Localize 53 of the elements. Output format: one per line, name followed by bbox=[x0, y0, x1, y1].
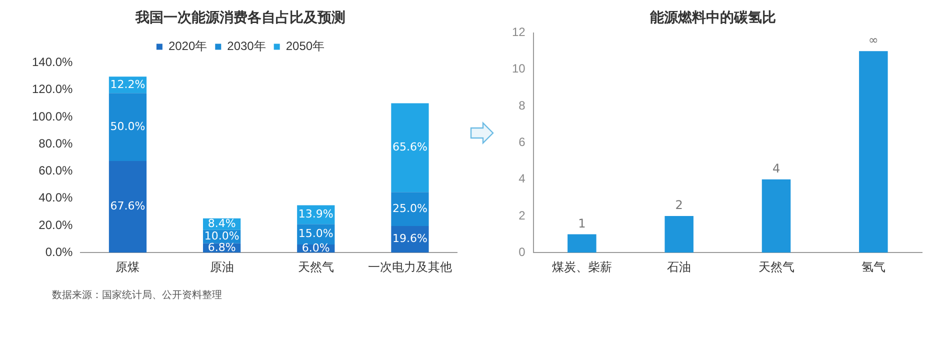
bar bbox=[391, 103, 429, 192]
bar bbox=[108, 160, 147, 253]
legend-label: 2050年 bbox=[286, 39, 325, 54]
bar bbox=[762, 179, 791, 253]
y-tick-label: 6 bbox=[518, 135, 526, 150]
x-tick-label: 石油 bbox=[667, 260, 692, 274]
data-label: 1 bbox=[578, 216, 586, 230]
source-note: 数据来源：国家统计局、公开资料整理 bbox=[52, 288, 222, 302]
y-tick-label: 100.0% bbox=[32, 109, 74, 124]
y-tick-label: 140.0% bbox=[32, 55, 74, 70]
x-tick-label: 原煤 bbox=[116, 260, 140, 274]
data-label: 6.8% bbox=[208, 240, 236, 254]
data-label: ∞ bbox=[868, 33, 878, 48]
bar bbox=[108, 93, 147, 161]
data-label: 10.0% bbox=[204, 229, 240, 242]
data-label: 8.4% bbox=[208, 216, 236, 230]
bar bbox=[568, 234, 596, 253]
y-tick-label: 2 bbox=[518, 208, 526, 222]
x-tick-label: 煤炭、柴薪 bbox=[552, 260, 612, 274]
x-tick-label: 一次电力及其他 bbox=[368, 260, 452, 274]
x-tick-label: 天然气 bbox=[758, 260, 794, 274]
y-tick-label: 8 bbox=[518, 98, 526, 112]
y-tick-label: 120.0% bbox=[32, 82, 74, 96]
data-label: 13.9% bbox=[298, 208, 334, 221]
x-tick-label: 氢气 bbox=[861, 260, 886, 274]
data-label: 6.0% bbox=[302, 241, 330, 254]
x-tick-label: 原油 bbox=[210, 260, 234, 274]
legend-label: 2030年 bbox=[227, 39, 266, 54]
chart-title: 能源燃料中的碳氢比 bbox=[650, 10, 776, 26]
data-label: 19.6% bbox=[392, 232, 428, 246]
bar bbox=[859, 51, 888, 253]
legend-label: 2020年 bbox=[168, 39, 208, 54]
y-tick-label: 4 bbox=[518, 172, 526, 186]
chart-title: 我国一次能源消费各自占比及预测 bbox=[134, 10, 346, 26]
y-tick-label: 80.0% bbox=[38, 136, 74, 150]
y-tick-label: 10 bbox=[512, 62, 526, 76]
data-label: 67.6% bbox=[110, 200, 146, 213]
bar bbox=[391, 192, 429, 226]
y-tick-label: 0 bbox=[518, 244, 526, 259]
data-label: 2 bbox=[675, 198, 683, 212]
y-tick-label: 40.0% bbox=[38, 190, 74, 205]
y-tick-label: 60.0% bbox=[38, 164, 74, 178]
data-label: 50.0% bbox=[110, 120, 146, 133]
data-label: 15.0% bbox=[298, 227, 334, 240]
data-label: 25.0% bbox=[392, 202, 428, 215]
y-tick-label: 12 bbox=[512, 25, 526, 40]
y-tick-label: 20.0% bbox=[38, 218, 74, 232]
bar bbox=[664, 216, 694, 253]
data-label: 65.6% bbox=[392, 140, 428, 154]
y-tick-label: 0.0% bbox=[45, 244, 74, 259]
data-label: 4 bbox=[772, 161, 780, 176]
x-tick-label: 天然气 bbox=[298, 260, 334, 274]
data-label: 12.2% bbox=[110, 78, 146, 91]
